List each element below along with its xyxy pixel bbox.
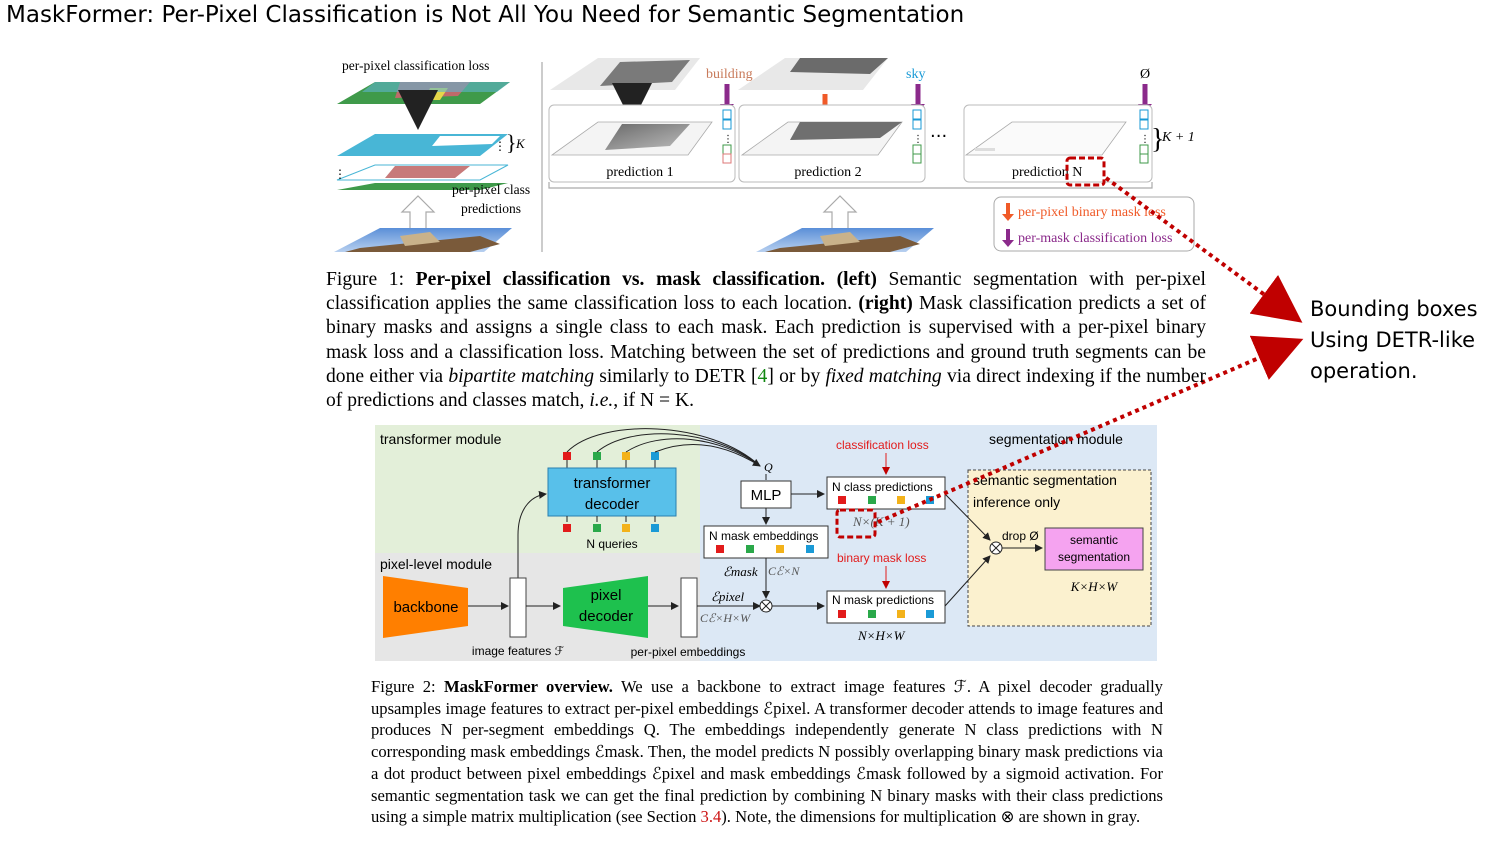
transformer-module-label: transformer module [380,431,502,447]
svg-text:N class predictions: N class predictions [832,480,933,494]
segmentation-module-label: segmentation module [989,431,1123,447]
figure2-diagram: transformer module segmentation module p… [375,425,1157,661]
binary-mask-loss-label: binary mask loss [837,551,926,565]
svg-text:⋮: ⋮ [1140,134,1150,145]
svg-text:decoder: decoder [585,496,639,513]
svg-text:backbone: backbone [393,599,458,616]
svg-text:inference only: inference only [973,494,1060,510]
matching-bracket [548,182,1153,189]
svg-text:semantic: semantic [1070,533,1118,547]
q-label: Q [764,460,773,474]
n-queries-label: N queries [586,537,637,551]
svg-text:⋮: ⋮ [334,167,346,181]
loss-legend [993,196,1195,252]
nhw-label: N×H×W [857,628,906,643]
loss-label: per-pixel classification loss [342,58,489,73]
image-features-box [509,577,527,638]
classification-loss-label: classification loss [836,438,929,452]
hollow-up-arrow [400,195,436,233]
svg-text:pixel: pixel [591,587,622,604]
svg-text:}: } [1151,124,1164,155]
svg-text:segmentation: segmentation [1058,550,1130,564]
prediction-n-label: prediction N [1012,165,1082,180]
per-pixel-embeddings-label: per-pixel embeddings [631,645,746,659]
prediction-1-label: prediction 1 [606,165,673,180]
annotation-note: Bounding boxes Using DETR-like operation… [1310,297,1478,383]
pixel-module-label: pixel-level module [380,556,492,572]
svg-text:⋮: ⋮ [913,134,923,145]
image-features-label: image features ℱ [472,644,565,658]
svg-text:⋮: ⋮ [723,134,733,145]
svg-text:per-pixel class: per-pixel class [452,182,530,197]
k-label: K [515,136,526,151]
svg-text:}: } [506,130,517,155]
annotation-arrow-2 [877,335,1304,524]
figure1-left-panel: per-pixel classification loss ⋮ ⋮ } K pe… [334,58,530,252]
ce-hw-label: Cℰ×H×W [700,611,751,625]
section-reference-link[interactable]: 3.4 [700,807,722,827]
prediction-ellipsis: ··· [930,126,947,147]
svg-text:decoder: decoder [579,608,633,625]
svg-text:N mask embeddings: N mask embeddings [709,529,818,543]
svg-text:N mask predictions: N mask predictions [832,593,934,607]
class-building: building [706,67,753,82]
legend-binary: per-pixel binary mask loss [1018,205,1166,220]
svg-text:MLP: MLP [751,487,782,504]
highlight-box-prediction-n [1065,156,1106,187]
svg-text:⋮: ⋮ [494,139,506,153]
svg-text:semantic segmentation: semantic segmentation [973,472,1117,488]
k-plus-1-label: K + 1 [1161,130,1195,145]
svg-text:transformer: transformer [574,475,651,492]
semantic-segmentation-box [1044,527,1144,571]
e-mask-label: ℰmask [723,564,758,579]
khw-label: K×H×W [1070,579,1119,594]
legend-class: per-mask classification loss [1018,231,1172,246]
drop-null-label: drop Ø [1002,529,1039,543]
ce-n-label: Cℰ×N [768,564,800,578]
e-pixel-label: ℰpixel [711,589,745,604]
highlight-box-nk1 [835,508,877,539]
pixel-embeddings-box [680,577,698,638]
reference-link[interactable]: 4 [757,365,768,387]
svg-text:predictions: predictions [461,201,521,216]
class-sky: sky [906,67,925,82]
figure2-caption: Figure 2: MaskFormer overview. We use a … [371,677,1163,827]
annotation-overlay [835,156,1304,539]
transformer-decoder-box [547,467,677,517]
class-null: Ø [1140,67,1150,82]
backbone-box [383,576,468,638]
prediction-2-label: prediction 2 [794,165,861,180]
pixel-decoder-box [563,576,648,638]
figure1-caption: Figure 1: Per-pixel classification vs. m… [326,269,1207,412]
slide-title: MaskFormer: Per-Pixel Classification is … [6,2,965,28]
mask-predictions-box [826,590,946,624]
figure1-right-panel: building sky Ø prediction 1 ⋮ prediction… [548,58,1195,252]
